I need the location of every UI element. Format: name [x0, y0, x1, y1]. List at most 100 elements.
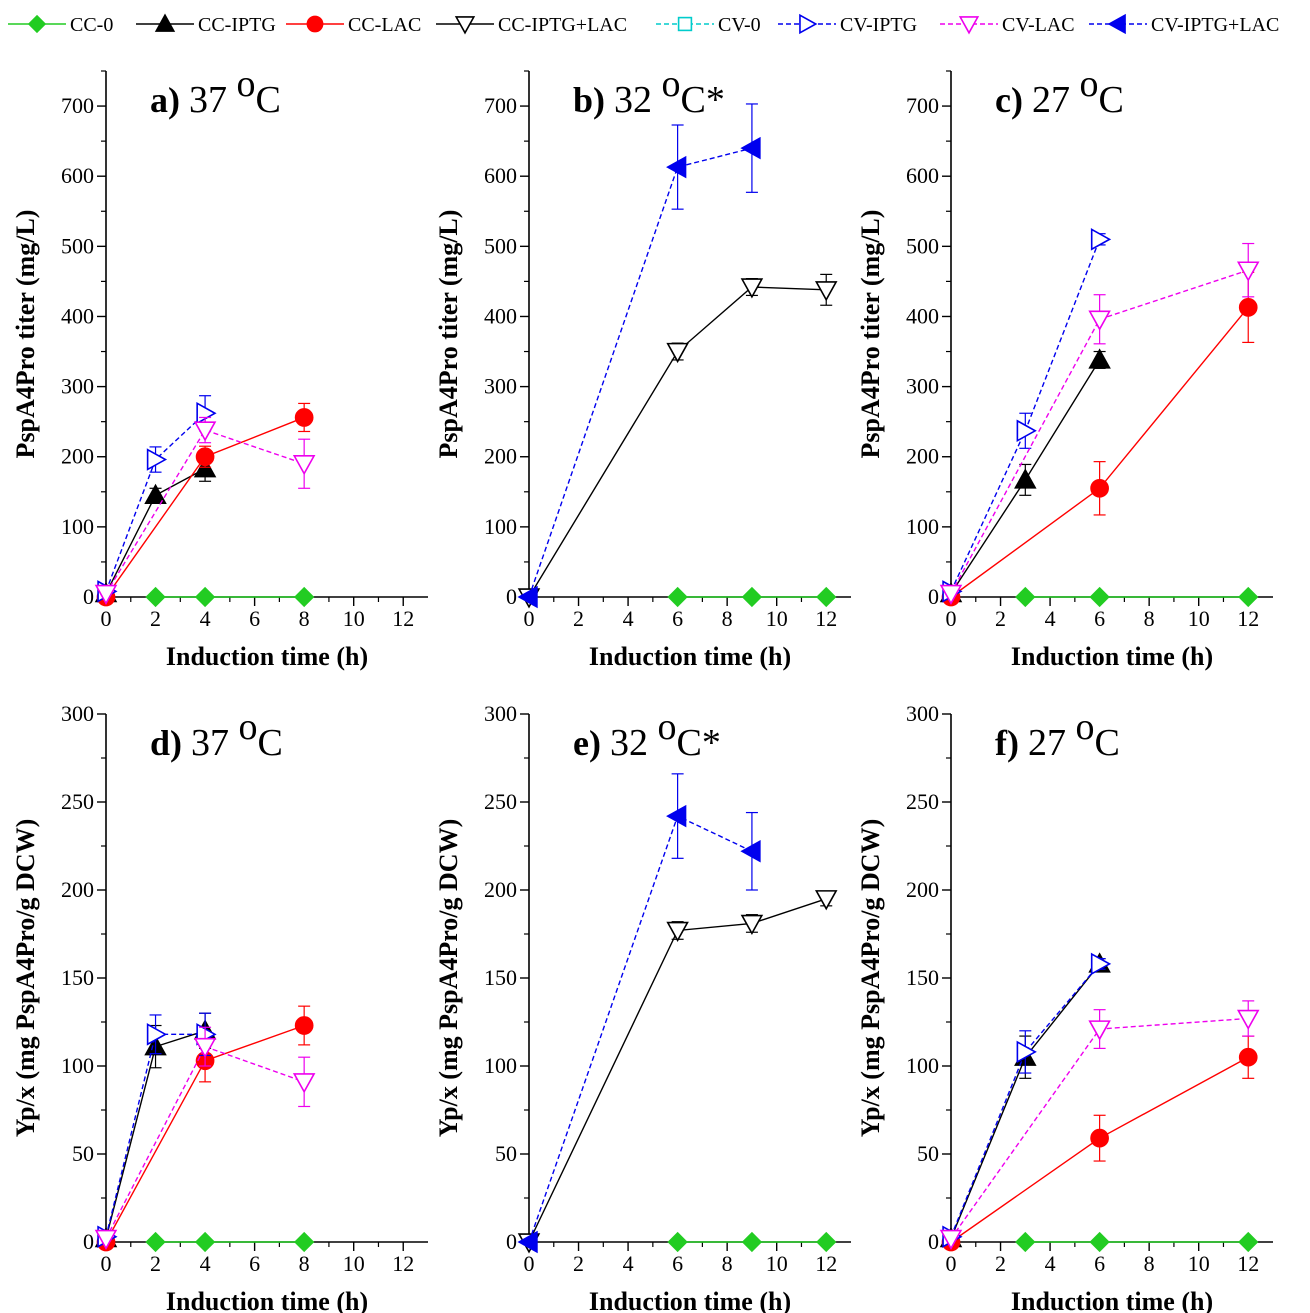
series-cvIptgLac	[517, 103, 761, 609]
x-tick-label: 6	[249, 1251, 260, 1276]
series-line	[528, 898, 827, 1243]
y-tick-label: 250	[61, 789, 94, 814]
legend-item-cvLac: CV-LAC	[940, 14, 1075, 36]
x-tick-label: 10	[343, 1251, 365, 1276]
x-tick-label: 0	[946, 1251, 957, 1276]
data-point	[667, 1231, 688, 1253]
y-tick-label: 150	[906, 965, 939, 990]
panel-title: b) 32 oC*	[573, 63, 725, 121]
legend-item-cvIptg: CV-IPTG	[778, 13, 917, 36]
data-point	[740, 914, 764, 935]
y-tick-label: 100	[61, 1053, 94, 1078]
series-cc0	[1015, 586, 1259, 608]
legend-item-cc0: CC-0	[8, 14, 113, 36]
legend: CC-0 CC-IPTG CC-LAC CC-IPTG+LAC CV-0 CV-IPTG C…	[8, 13, 1279, 36]
series-cc0	[667, 586, 837, 608]
legend-marker	[958, 16, 980, 35]
data-point	[816, 1231, 837, 1253]
y-tick-label: 600	[906, 163, 939, 188]
x-tick-label: 12	[815, 1251, 837, 1276]
legend-marker	[27, 14, 47, 34]
x-tick-label: 0	[524, 606, 535, 631]
data-point	[1089, 1231, 1110, 1253]
y-axis-title: Yp/x (mg PspA4Pro/g DCW)	[434, 819, 463, 1138]
y-tick-label: 400	[61, 303, 94, 328]
data-point	[145, 586, 166, 608]
data-point	[1238, 297, 1258, 317]
data-point	[1090, 478, 1109, 498]
x-tick-label: 2	[573, 1251, 584, 1276]
x-tick-label: 6	[1094, 606, 1105, 631]
series-cc0	[667, 1231, 837, 1253]
series-ccIptg	[94, 455, 217, 603]
x-tick-label: 10	[1188, 1251, 1210, 1276]
legend-item-ccIptg: CC-IPTG	[136, 13, 276, 36]
y-tick-label: 100	[906, 1053, 939, 1078]
x-tick-label: 8	[1144, 1251, 1155, 1276]
legend-label: CV-IPTG	[840, 14, 917, 36]
x-tick-label: 6	[672, 1251, 683, 1276]
panel-letter: f)	[995, 723, 1028, 763]
data-point	[666, 804, 687, 828]
y-tick-label: 0	[506, 1229, 517, 1254]
y-tick-label: 300	[484, 701, 517, 726]
data-point	[193, 421, 217, 442]
data-point	[146, 448, 168, 471]
y-axis-title: Yp/x (mg PspA4Pro/g DCW)	[11, 819, 40, 1138]
data-point	[1238, 586, 1259, 608]
series-cvIptgLac	[517, 773, 761, 1254]
y-tick-label: 700	[61, 93, 94, 118]
y-tick-label: 100	[484, 1053, 517, 1078]
x-axis-title: Induction time (h)	[1011, 1287, 1213, 1313]
y-tick-label: 0	[928, 1229, 939, 1254]
celsius-unit: C	[1094, 722, 1119, 764]
y-tick-label: 600	[61, 163, 94, 188]
y-tick-label: 200	[61, 877, 94, 902]
data-point	[196, 401, 217, 425]
x-axis-title: Induction time (h)	[166, 1287, 368, 1313]
data-point	[1088, 1020, 1111, 1041]
data-point	[814, 281, 838, 302]
y-tick-label: 400	[484, 303, 517, 328]
data-point	[294, 1016, 314, 1035]
panel-letter: e)	[573, 723, 610, 763]
panel-a: 0 2 4 6 8 10 12 0 100 200 300 400 500 600 700 Induction…	[11, 63, 428, 671]
y-tick-label: 0	[928, 584, 939, 609]
legend-label: CC-0	[70, 14, 113, 36]
legend-item-ccIptgLac: CC-IPTG+LAC	[436, 14, 627, 36]
panel-c: 0 2 4 6 8 10 12 0 100 200 300 400 500 600 700 Induction…	[856, 63, 1273, 671]
series-cc0	[145, 1231, 315, 1253]
panel-d: 0 2 4 6 8 10 12 0 50 100 150 200 250 300 Induction tim…	[11, 701, 428, 1313]
x-tick-label: 12	[1237, 1251, 1259, 1276]
legend-label: CC-IPTG+LAC	[498, 14, 627, 36]
legend-item-ccLac: CC-LAC	[286, 14, 421, 36]
series-cvLac	[939, 242, 1260, 606]
x-tick-label: 12	[392, 1251, 414, 1276]
series-line	[950, 963, 1101, 1237]
x-tick-label: 8	[299, 606, 310, 631]
legend-label: CC-LAC	[348, 14, 421, 36]
panel-title: e) 32 oC*	[573, 706, 721, 764]
data-point	[666, 155, 687, 179]
data-point	[195, 447, 215, 467]
x-tick-label: 8	[722, 606, 733, 631]
legend-label: CV-LAC	[1002, 14, 1075, 36]
data-point	[1088, 310, 1111, 331]
y-tick-label: 500	[484, 233, 517, 258]
degree-sign: o	[657, 706, 676, 748]
data-point	[517, 585, 538, 609]
data-point	[816, 586, 837, 608]
data-point	[1015, 586, 1036, 608]
x-axis-title: Induction time (h)	[166, 642, 368, 671]
legend-item-cv0: CV-0	[656, 14, 761, 36]
y-tick-label: 250	[906, 789, 939, 814]
panel-temperature: 37	[189, 79, 237, 121]
data-point	[1236, 1009, 1260, 1031]
data-point	[740, 136, 761, 160]
panel-letter: c)	[995, 80, 1032, 120]
y-tick-label: 600	[484, 163, 517, 188]
x-tick-label: 8	[299, 1251, 310, 1276]
x-tick-label: 6	[672, 606, 683, 631]
data-point	[1088, 348, 1111, 369]
